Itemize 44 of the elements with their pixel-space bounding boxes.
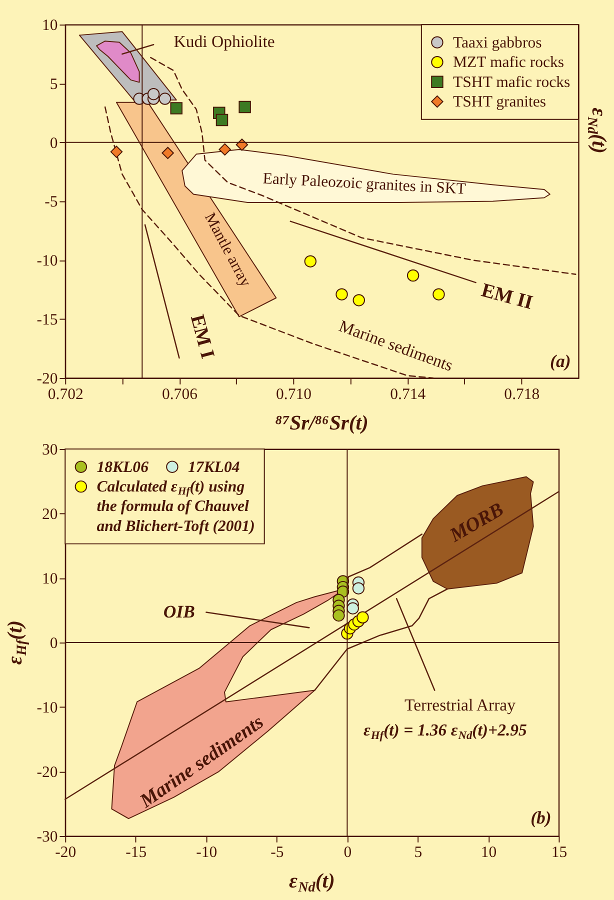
x-tick-label: -5 [270,844,284,862]
x-tick-label: 0.718 [504,386,540,404]
x-tick-label: 0.702 [48,386,84,404]
y-tick-label: 10 [42,17,58,34]
x-axis-title: ⁸⁷Sr/⁸⁶Sr(t) [275,412,368,434]
annotation: Terrestrial Array [404,696,516,715]
y-tick-label: 20 [42,506,58,523]
y-tick-label: 30 [42,441,58,458]
y-tick-label: 0 [50,634,58,652]
legend-label: 17KL04 [188,458,240,476]
x-tick-label: 15 [551,844,568,862]
legend-label: TSHT mafic rocks [453,74,570,91]
annotation: Kudi Ophiolite [174,32,275,52]
x-tick-label: 0 [344,844,352,862]
legend-label: 18KL06 [96,458,149,476]
y-tick-label: 10 [42,570,58,588]
y-tick-label: -15 [36,312,58,329]
y-tick-label: 0 [50,134,58,152]
annotation: Early Paleozoic granites in SKT [262,170,467,198]
x-tick-label: 0.710 [276,386,312,404]
y-axis-title: εNd(t) [584,108,610,154]
y-tick-label: -20 [36,764,58,781]
legend-label: TSHT granites [453,94,546,111]
annotation: Mantle array [200,210,254,290]
annotation: EM I [186,312,219,362]
x-tick-label: 0.706 [162,386,198,404]
y-tick-label: -20 [36,370,58,388]
annotation: OIB [163,601,196,622]
x-tick-label: 0.714 [390,386,426,404]
annotation: EM II [479,279,536,314]
x-tick-label: -10 [196,844,218,862]
legend-label: MZT mafic rocks [453,54,564,72]
y-tick-label: -10 [36,699,58,716]
annotation: (a) [550,351,571,372]
x-tick-label: -15 [126,844,147,862]
y-tick-label: 5 [50,76,58,93]
y-axis-title: εHf(t) [4,620,30,665]
annotation: (b) [530,808,552,828]
x-tick-label: 10 [480,844,497,862]
y-tick-label: -10 [36,252,58,270]
y-tick-label: -30 [36,828,58,846]
x-tick-label: 5 [414,844,422,862]
y-tick-label: -5 [44,194,58,211]
legend-label: Taaxi gabbros [453,34,542,52]
